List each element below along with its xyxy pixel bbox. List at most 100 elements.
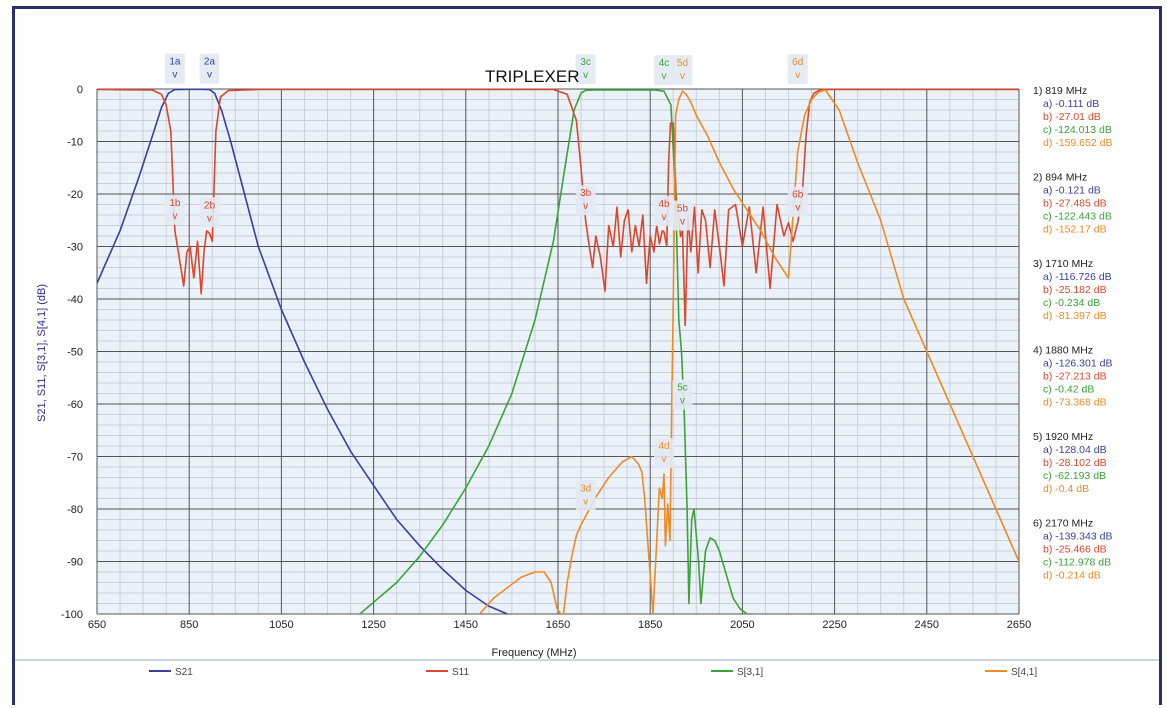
x-axis-title: Frequency (MHz): [492, 647, 577, 659]
marker-tag-arrow: v: [583, 496, 588, 507]
y-tick-label: -40: [67, 294, 83, 306]
marker-tag-box: [654, 438, 675, 469]
marker-tag-3b: 3b v: [575, 185, 596, 216]
x-tick-label: 850: [180, 619, 198, 631]
marker-tag-label: 5d: [677, 58, 688, 69]
y-tick-label: -70: [67, 452, 83, 464]
marker-5-value-d: d) -0.4 dB: [1043, 483, 1089, 495]
x-tick-label: 1450: [454, 619, 478, 631]
marker-1-value-d: d) -159.652 dB: [1043, 137, 1112, 149]
marker-tag-box: [787, 54, 808, 85]
marker-6-value-d: d) -0.214 dB: [1043, 570, 1101, 582]
y-tick-label: -80: [67, 504, 83, 516]
marker-tag-6d: 6d v: [787, 54, 808, 85]
marker-tag-label: 4c: [659, 58, 670, 69]
marker-1-value-b: b) -27.01 dB: [1043, 111, 1101, 123]
x-tick-label: 1250: [361, 619, 385, 631]
marker-tag-label: 3c: [580, 57, 591, 68]
series-line-s41: [479, 89, 1019, 614]
legend-label: S[3,1]: [737, 667, 763, 678]
marker-1-heading: 1) 819 MHz: [1033, 85, 1087, 97]
marker-tag-5b: 5b v: [672, 200, 693, 231]
y-tick-label: -20: [67, 189, 83, 201]
marker-4-value-b: b) -27.213 dB: [1043, 371, 1107, 383]
marker-tag-arrow: v: [795, 70, 800, 81]
marker-6-value-c: c) -112.978 dB: [1043, 557, 1111, 569]
marker-tag-box: [787, 186, 808, 217]
marker-tag-box: [199, 197, 220, 228]
marker-tag-label: 5c: [677, 383, 688, 394]
y-tick-labels: 0 -10 -20 -30 -40 -50 -60 -70 -80 -90 -100: [61, 84, 83, 621]
x-tick-label: 2450: [915, 619, 939, 631]
legend-label: S21: [175, 667, 193, 678]
marker-tag-box: [672, 200, 693, 231]
marker-2-value-a: a) -0.121 dB: [1043, 185, 1101, 197]
marker-6-value-a: a) -139.343 dB: [1043, 531, 1112, 543]
marker-tag-box: [199, 53, 220, 84]
marker-2-value-b: b) -27.485 dB: [1043, 198, 1107, 210]
marker-4-value-c: c) -0.42 dB: [1043, 384, 1094, 396]
marker-tag-arrow: v: [680, 217, 685, 228]
marker-tag-box: [654, 55, 675, 86]
marker-5-value-a: a) -128.04 dB: [1043, 444, 1107, 456]
marker-tag-arrow: v: [662, 212, 667, 223]
marker-tag-label: 1a: [169, 57, 181, 68]
chart-frame: 1a v 2a v 1b v 2b v 3b v 4b v 5b v 6b v 3c v 4c v 5c v 3d v 4d v 5…: [12, 6, 1162, 705]
marker-tag-2a: 2a v: [199, 53, 220, 84]
x-tick-label: 2050: [730, 619, 754, 631]
marker-tag-arrow: v: [207, 70, 212, 81]
marker-tag-box: [575, 54, 596, 85]
legend-item-s31: S[3,1]: [711, 667, 763, 678]
marker-3-value-b: b) -25.182 dB: [1043, 284, 1107, 296]
marker-tag-arrow: v: [207, 213, 212, 224]
marker-tag-4b: 4b v: [654, 195, 675, 226]
y-tick-label: 0: [77, 84, 83, 96]
marker-tag-4c: 4c v: [654, 55, 675, 86]
legend: S21 S11 S[3,1] S[4,1]: [149, 667, 1037, 678]
marker-tag-label: 2b: [204, 200, 216, 211]
marker-tag-3c: 3c v: [575, 54, 596, 85]
x-tick-label: 1850: [638, 619, 662, 631]
marker-tag-6b: 6b v: [787, 186, 808, 217]
x-tick-label: 1650: [546, 619, 570, 631]
marker-3-value-d: d) -81.397 dB: [1043, 310, 1107, 322]
legend-item-s11: S11: [426, 667, 469, 678]
marker-tag-label: 4b: [658, 199, 670, 210]
y-tick-label: -90: [67, 557, 83, 569]
y-tick-label: -10: [67, 137, 83, 149]
marker-tag-1b: 1b v: [164, 194, 185, 225]
marker-tag-box: [575, 480, 596, 511]
marker-1-value-c: c) -124.013 dB: [1043, 124, 1112, 136]
marker-2-value-d: d) -152.17 dB: [1043, 224, 1107, 236]
series-line-s21: [97, 88, 508, 614]
marker-4-heading: 4) 1880 MHz: [1033, 345, 1093, 357]
marker-tag-arrow: v: [662, 71, 667, 82]
marker-tag-label: 6b: [792, 190, 804, 201]
marker-tag-box: [672, 55, 693, 86]
marker-tag-arrow: v: [172, 70, 177, 81]
y-tick-label: -30: [67, 242, 83, 254]
marker-tag-box: [654, 195, 675, 226]
marker-tag-label: 3b: [580, 188, 592, 199]
marker-tag-label: 1b: [169, 198, 181, 209]
marker-tag-arrow: v: [583, 70, 588, 81]
marker-4-value-a: a) -126.301 dB: [1043, 358, 1112, 370]
y-tick-label: -60: [67, 399, 83, 411]
legend-item-s41: S[4,1]: [985, 667, 1037, 678]
x-tick-label: 650: [88, 619, 106, 631]
legend-label: S11: [452, 667, 469, 678]
marker-tag-5c: 5c v: [672, 379, 693, 410]
marker-tag-box: [575, 185, 596, 216]
marker-tag-3d: 3d v: [575, 480, 596, 511]
marker-tag-arrow: v: [680, 396, 685, 407]
marker-tag-label: 2a: [204, 57, 216, 68]
marker-tag-5d: 5d v: [672, 55, 693, 86]
series-line-s31: [359, 89, 754, 614]
chart-title: TRIPLEXER: [485, 67, 579, 86]
x-tick-labels: 650 850 1050 1250 1450 1650 1850 2050 2250 2450 26…: [88, 619, 1031, 631]
marker-2-heading: 2) 894 MHz: [1033, 172, 1087, 184]
marker-tag-arrow: v: [583, 201, 588, 212]
